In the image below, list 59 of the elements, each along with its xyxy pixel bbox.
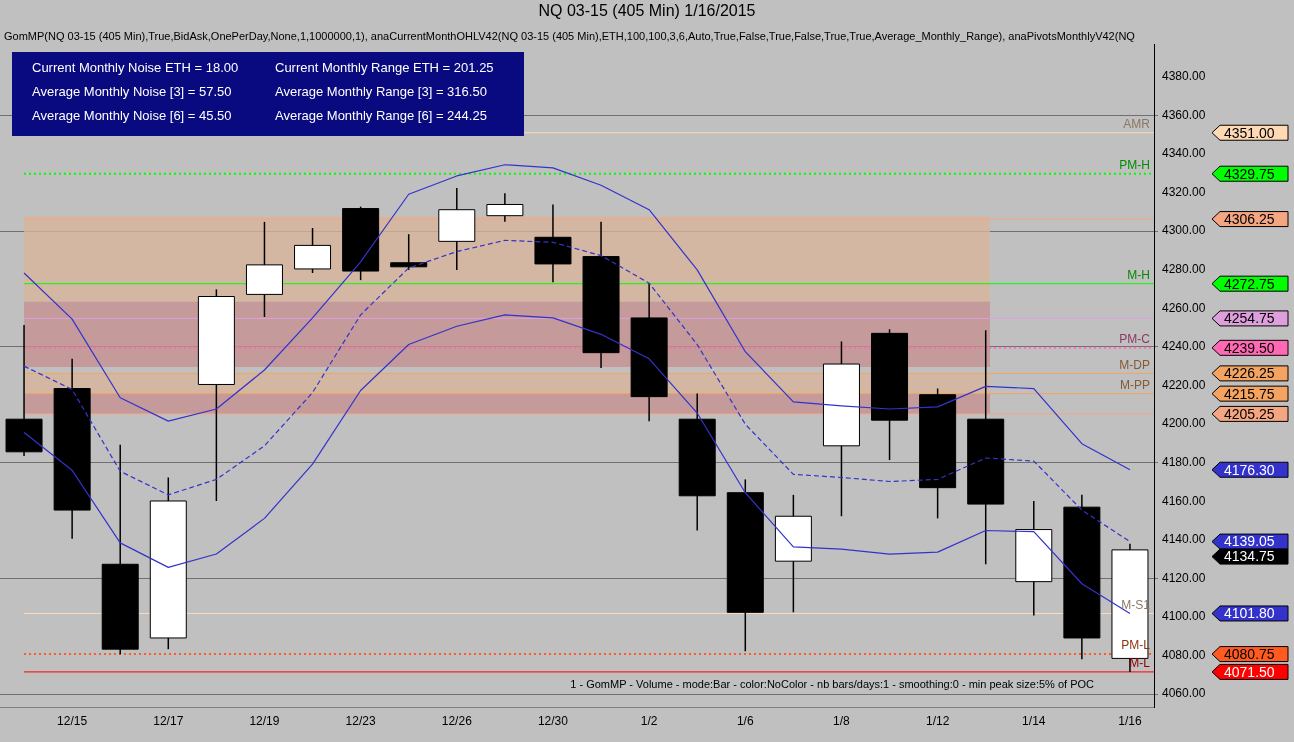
y-tick-label: 4380.00 — [1162, 69, 1206, 84]
x-tick-label: 12/17 — [153, 714, 184, 729]
annotation: Average Monthly Range [3] = 316.50 — [275, 84, 487, 99]
annotation: Average Monthly Range [6] = 244.25 — [275, 108, 487, 123]
ref-line-label: M-DP — [1119, 357, 1150, 372]
ref-line-label: M-PP — [1120, 377, 1150, 392]
chart-title: NQ 03-15 (405 Min) 1/16/2015 — [537, 2, 757, 20]
annotation: Average Monthly Noise [3] = 57.50 — [32, 84, 232, 99]
text: 4254.75 — [1224, 310, 1275, 327]
y-tick-label: 4280.00 — [1162, 262, 1206, 277]
y-tick-label: 4360.00 — [1162, 107, 1206, 122]
text: 4080.75 — [1224, 645, 1275, 662]
y-tick-label: 4220.00 — [1162, 377, 1206, 392]
y-tick-label: 4240.00 — [1162, 339, 1206, 354]
text: 4134.75 — [1224, 548, 1275, 565]
y-tick-label: 4080.00 — [1162, 647, 1206, 662]
x-tick-label: 1/8 — [833, 714, 851, 729]
y-tick-label: 4120.00 — [1162, 570, 1206, 585]
chart-subtitle: GomMP(NQ 03-15 (405 Min),True,BidAsk,OnePerDay,None,1,1000000,1), anaCurrentMonthOHLV42(NQ 03-15 (405 Min),ETH,100,100,3,6,Auto,True,False,True,False,True,True,Average_Monthly_Range), anaPivotsMonthlyV42(NQ — [4, 30, 1136, 42]
text: 4306.25 — [1224, 210, 1275, 227]
ref-line-label: AMR — [1123, 117, 1151, 132]
annotation: Current Monthly Noise ETH = 18.00 — [32, 60, 239, 75]
x-tick-label: 12/26 — [441, 714, 473, 729]
x-tick-label: 1/12 — [925, 714, 950, 729]
text: 4139.05 — [1224, 533, 1275, 550]
text: 4226.25 — [1224, 365, 1275, 382]
ref-line-label: M-H — [1127, 268, 1150, 282]
text: 4205.25 — [1224, 405, 1275, 422]
text: 4239.50 — [1224, 339, 1275, 356]
text: 4176.30 — [1224, 461, 1275, 478]
text: 4351.00 — [1224, 124, 1275, 141]
text: 4071.50 — [1224, 663, 1275, 680]
x-tick-label: 12/30 — [537, 714, 569, 729]
y-tick-label: 4060.00 — [1162, 686, 1206, 701]
y-tick-label: 4140.00 — [1162, 532, 1206, 547]
text: 4329.75 — [1224, 165, 1275, 182]
y-tick-label: 4200.00 — [1162, 416, 1206, 431]
x-tick-label: 12/19 — [249, 714, 280, 729]
x-tick-label: 1/16 — [1118, 714, 1142, 729]
ref-line-label: PM-C — [1119, 332, 1151, 347]
y-tick-label: 4300.00 — [1162, 223, 1206, 238]
annotation: Current Monthly Range ETH = 201.25 — [275, 60, 494, 75]
y-tick-label: 4260.00 — [1162, 300, 1206, 315]
annotation: Average Monthly Noise [6] = 45.50 — [32, 108, 232, 123]
y-tick-label: 4340.00 — [1162, 146, 1206, 161]
x-tick-label: 1/14 — [1022, 714, 1046, 729]
annotation: 1 - GomMP - Volume - mode:Bar - color:NoColor - nb bars/days:1 - smoothing:0 - min peak size:5% of POC — [570, 678, 1094, 690]
y-tick-label: 4160.00 — [1162, 493, 1206, 508]
y-tick-label: 4180.00 — [1162, 454, 1206, 469]
x-tick-label: 1/2 — [640, 714, 658, 729]
x-tick-label: 1/6 — [736, 714, 754, 729]
x-tick-label: 12/15 — [57, 714, 88, 729]
x-tick-label: 12/23 — [345, 714, 376, 729]
y-tick-label: 4320.00 — [1162, 184, 1206, 199]
ref-line-label: PM-H — [1119, 158, 1150, 173]
text: 4215.75 — [1224, 385, 1275, 402]
text: 4101.80 — [1224, 605, 1275, 622]
text: 4272.75 — [1224, 275, 1275, 292]
y-tick-label: 4100.00 — [1162, 609, 1206, 624]
